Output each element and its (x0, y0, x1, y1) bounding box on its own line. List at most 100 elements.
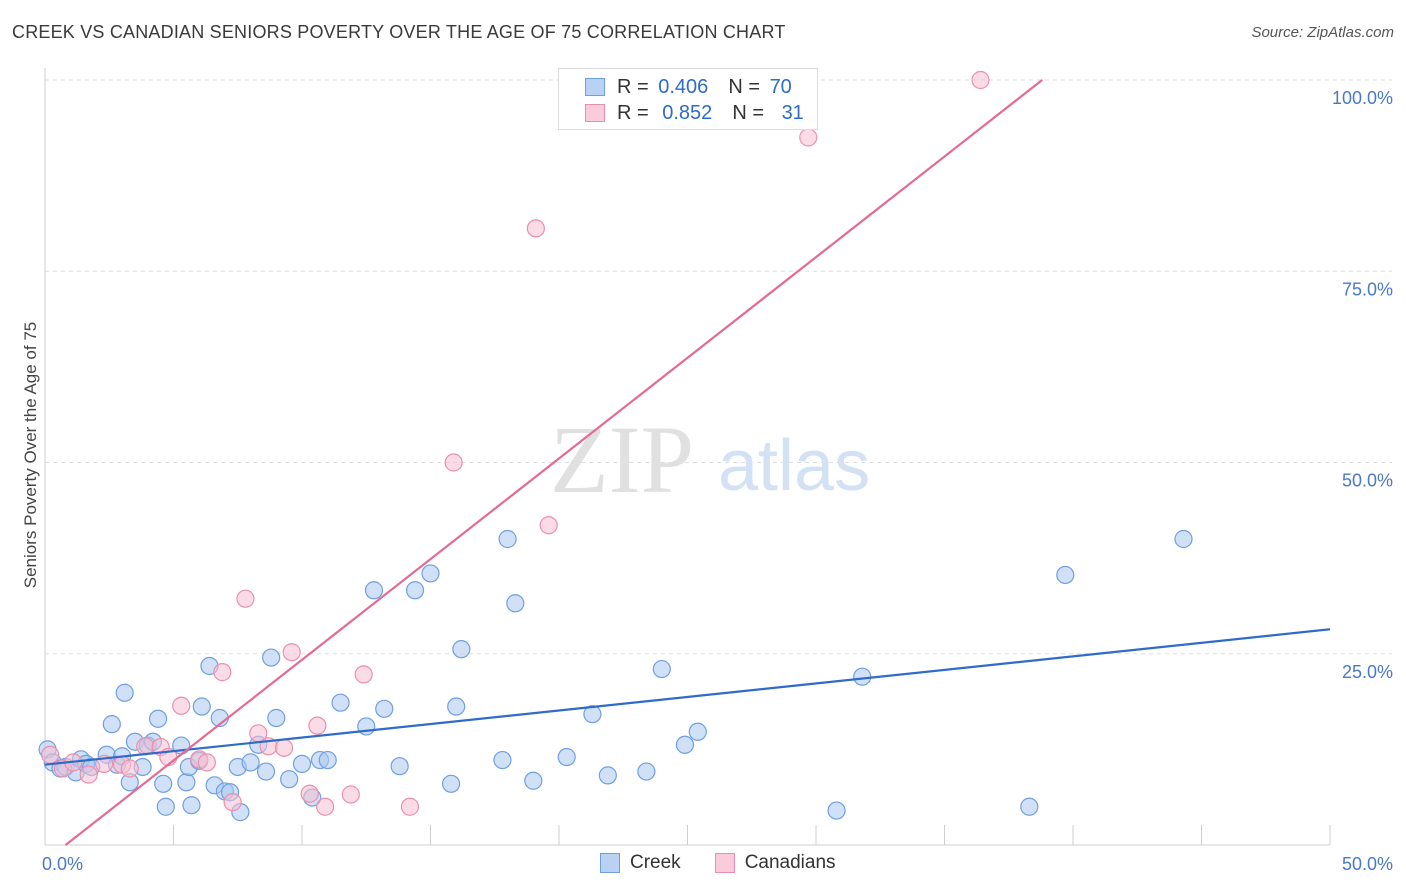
creek-points (38, 529, 1193, 822)
canadians-point (400, 797, 420, 816)
canadians-point (971, 70, 990, 90)
creek-point (637, 762, 656, 781)
canadians-point (354, 665, 373, 684)
creek-point (241, 753, 260, 772)
creek-swatch (585, 78, 605, 96)
creek-point (115, 683, 134, 702)
creek-point (583, 705, 602, 724)
canadians-point (282, 643, 301, 662)
creek-point (506, 594, 525, 613)
canadians-point (223, 793, 242, 812)
creek-point (652, 659, 671, 679)
canadians-point (172, 696, 191, 715)
canadians-point (120, 759, 139, 778)
canadians-legend-label: Canadians (744, 852, 836, 873)
canadians-r-label: R = (617, 101, 649, 124)
canadians-point (308, 716, 327, 735)
chart-title: CREEK VS CANADIAN SENIORS POVERTY OVER T… (12, 22, 786, 42)
creek-r-value: 0.406 (658, 75, 709, 98)
creek-point (280, 770, 299, 789)
creek-point (375, 699, 394, 718)
x-tick-label: 50.0% (1342, 854, 1393, 874)
creek-point (177, 773, 196, 792)
creek-n-label: N = (728, 75, 760, 98)
creek-point (675, 735, 695, 754)
creek-point (182, 796, 201, 815)
creek-point (853, 667, 872, 686)
creek-point (1056, 565, 1075, 585)
source-label: Source: ZipAtlas.com (1251, 24, 1394, 41)
bottom-legend: Creek Canadians (600, 852, 870, 874)
y-tick-label: 25.0% (1342, 662, 1393, 682)
creek-n-value: 70 (769, 75, 792, 98)
creek-trend-line (44, 628, 1331, 766)
canadians-r-value: 0.852 (662, 101, 713, 124)
canadians-point (316, 797, 335, 816)
legend: R = 0.406 N = 70 R = 0.852 N = 31 (558, 68, 818, 130)
canadians-point (444, 453, 463, 472)
canadians-legend-swatch (714, 853, 735, 873)
creek-point (498, 529, 517, 549)
creek-point (688, 722, 707, 741)
creek-point (192, 697, 211, 716)
canadians-point (236, 589, 255, 608)
trend-lines (44, 79, 1331, 846)
canadians-point (526, 219, 545, 238)
x-tick-label: 0.0% (42, 854, 83, 874)
canadians-point (341, 785, 360, 804)
creek-point (557, 747, 576, 767)
creek-point (1174, 529, 1193, 549)
creek-point (827, 801, 846, 820)
creek-point (256, 762, 276, 781)
creek-point (102, 715, 121, 734)
canadians-point (799, 128, 818, 147)
creek-point (331, 693, 350, 712)
creek-point (262, 648, 281, 667)
axes (44, 68, 1331, 846)
creek-point (148, 709, 168, 728)
creek-point (390, 757, 409, 776)
creek-point (441, 774, 461, 793)
canadians-point (79, 765, 98, 784)
canadians-point (300, 784, 319, 803)
legend-row-canadians: R = 0.852 N = 31 (585, 101, 804, 125)
y-axis-label: Seniors Poverty Over the Age of 75 (21, 322, 40, 588)
canadians-point (136, 737, 155, 756)
creek-r-label: R = (617, 75, 649, 98)
canadians-point (213, 663, 232, 682)
creek-point (1020, 797, 1039, 816)
legend-row-creek: R = 0.406 N = 70 (585, 75, 792, 99)
creek-point (598, 766, 617, 785)
canadians-point (539, 516, 558, 535)
canadians-point (274, 738, 294, 757)
y-tick-label: 75.0% (1342, 279, 1393, 299)
canadians-point (41, 745, 60, 764)
bottom-legend-canadians: Canadians (714, 852, 836, 874)
creek-point (292, 754, 312, 774)
creek-point (267, 708, 286, 728)
y-tick-label: 50.0% (1342, 471, 1393, 491)
creek-legend-swatch (600, 853, 620, 873)
bottom-legend-creek: Creek (600, 852, 681, 874)
watermark-atlas: atlas (718, 426, 870, 506)
canadians-trend-line (64, 79, 1043, 846)
y-tick-label: 100.0% (1332, 88, 1393, 108)
canadians-n-label: N = (732, 101, 764, 124)
creek-point (421, 564, 440, 583)
creek-point (452, 640, 471, 659)
creek-point (364, 581, 384, 600)
creek-point (405, 581, 425, 600)
creek-point (156, 797, 175, 816)
canadians-n-value: 31 (781, 101, 804, 124)
canadians-point (197, 753, 217, 772)
grid-lines (45, 79, 1392, 655)
creek-point (447, 697, 466, 716)
canadians-swatch (585, 104, 605, 122)
creek-point (524, 771, 543, 790)
creek-point (318, 750, 337, 770)
tick-labels: 25.0% 50.0% 75.0% 100.0% 0.0% 50.0% (42, 88, 1393, 874)
creek-point (493, 750, 512, 770)
watermark-zip: ZIP (550, 406, 694, 513)
creek-legend-label: Creek (630, 852, 681, 873)
